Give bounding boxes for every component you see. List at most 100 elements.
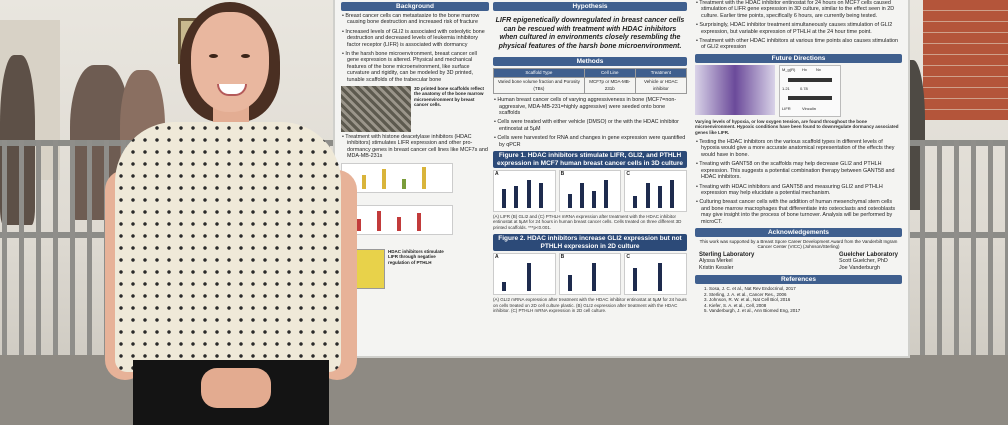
- presenter-face: [191, 12, 269, 112]
- figure1-panel-c: C: [624, 170, 688, 213]
- lab2-name: Guelcher Laboratory: [838, 251, 898, 258]
- figure1-title: Figure 1. HDAC inhibitors stimulate LIFR…: [493, 151, 687, 169]
- figure1-panel-b: B: [558, 170, 622, 213]
- chart-bar: [604, 180, 609, 209]
- poster-column-results: Treatment with the HDAC inhibitor entino…: [695, 0, 902, 316]
- methods-table: Scaffold Type Cell Line Treatment Varied…: [493, 67, 688, 95]
- western-blot: M_g(R) Hx Nx 1.21 0.78 LIFR Vinculin: [779, 64, 841, 117]
- future-bullet: Treating with GANT58 on the scaffolds ma…: [699, 161, 902, 180]
- hypothesis-text: LIFR epigenetically downregulated in bre…: [495, 17, 685, 50]
- table-cell: Varied bone volume fraction and Porosity…: [493, 77, 585, 95]
- baluster: [971, 140, 976, 425]
- baluster: [36, 140, 41, 425]
- bar: [397, 216, 401, 231]
- table-header: Treatment: [634, 67, 688, 79]
- baluster: [19, 140, 24, 425]
- acknowledgements-header: Acknowledgements: [695, 227, 902, 237]
- blot-value: 0.78: [800, 85, 808, 91]
- hdac-bullet: Treatment with histone deacetylase inhib…: [345, 134, 489, 160]
- chart-bar: [592, 191, 597, 209]
- results-bullet: Treatment with other HDAC inhibitors at …: [699, 38, 902, 51]
- figure1-charts: A B C: [493, 170, 688, 213]
- chart-bar: [579, 183, 584, 209]
- chart-bar: [502, 282, 506, 292]
- chart-bar: [502, 189, 506, 209]
- baluster: [920, 140, 925, 425]
- reference-item: Johnson, R. W. et al., Nat Cell Biol, 20…: [709, 297, 902, 303]
- chart-bar: [657, 263, 662, 292]
- figure2-panel-c: C: [624, 253, 688, 296]
- chart-bar: [645, 183, 650, 209]
- figure1-panel-a: A: [493, 170, 556, 213]
- background-bullet: Increased levels of GLI2 is associated w…: [345, 29, 489, 48]
- pathway-caption: HDAC inhibitors stimulate LIFR through n…: [388, 248, 444, 265]
- table-cell: Vehicle or HDAC inhibitor: [634, 77, 688, 95]
- bar: [362, 174, 366, 189]
- baluster: [2, 140, 7, 425]
- baluster: [937, 140, 942, 425]
- bar-panel-2: [341, 204, 453, 235]
- future-directions-header: Future Directions: [695, 53, 902, 63]
- scaffold-caption: 3D printed bone scaffolds reflect the an…: [414, 86, 485, 108]
- panel-label: A: [495, 171, 499, 178]
- poster-column-methods: Hypothesis LIFR epigenetically downregul…: [493, 0, 688, 318]
- eye: [241, 54, 250, 58]
- table-cell: MCF7p or MDA-MB-231b: [583, 77, 636, 95]
- blot-band: [788, 95, 832, 100]
- baluster: [70, 140, 75, 425]
- clasped-hands: [201, 368, 271, 408]
- reference-item: Vanderburgh, J. et al., Ann Biomed Eng, …: [709, 308, 902, 314]
- chart-bar: [567, 194, 572, 209]
- figure2-panel-b: B: [558, 253, 622, 296]
- baluster: [53, 140, 58, 425]
- chart-bar: [526, 180, 531, 209]
- panel-label: A: [495, 254, 499, 261]
- future-bullet: Culturing breast cancer cells with the a…: [699, 199, 902, 225]
- bar-panel-1: [341, 162, 453, 193]
- research-poster: Background Breast cancer cells can metas…: [335, 0, 908, 356]
- lab1-name: Sterling Laboratory: [699, 251, 755, 258]
- blot-value: 1.21: [782, 85, 790, 91]
- lab1-member: Alyssa Merkel: [699, 258, 733, 265]
- reference-item: Kiefer, S. A. et al., Cell, 2008: [709, 303, 902, 309]
- results-bullet: Treatment with the HDAC inhibitor entino…: [699, 0, 902, 19]
- lab1-credit: Sterling Laboratory Alyssa Merkel Kristi…: [699, 252, 754, 271]
- scaffold-micrograph: [341, 86, 411, 133]
- pathway-figure: HDAC inhibitors stimulate LIFR through n…: [341, 248, 489, 289]
- chart-bar: [670, 180, 675, 209]
- lab2-credit: Guelcher Laboratory Scott Guelcher, PhD …: [839, 252, 898, 271]
- table-header: Scaffold Type: [493, 67, 585, 79]
- chart-bar: [657, 186, 662, 209]
- chart-bar: [592, 263, 597, 292]
- baluster: [954, 140, 959, 425]
- brick-wall: [923, 0, 1008, 120]
- presenter: [105, 0, 357, 425]
- bar: [377, 210, 381, 231]
- chart-bar: [567, 275, 572, 292]
- scaffold-figure: 3D printed bone scaffolds reflect the an…: [341, 86, 489, 133]
- bar: [382, 168, 386, 189]
- eye: [209, 54, 218, 58]
- future-bullet: Testing the HDAC inhibitors on the vario…: [699, 139, 902, 158]
- chart-bar: [514, 186, 519, 209]
- chart-bar: [633, 268, 638, 292]
- blot-label: LIFR: [782, 105, 791, 111]
- blot-label: Vinculin: [802, 105, 816, 111]
- reference-item: Sterling, J. A. et al., Cancer Res., 200…: [709, 292, 902, 298]
- bar: [402, 178, 406, 189]
- figure2-title: Figure 2. HDAC inhibitors increase GLI2 …: [493, 234, 687, 252]
- bar: [422, 166, 426, 189]
- hypoxia-image: [695, 64, 775, 115]
- future-bullet: Treating with HDAC inhibitors and GANT58…: [699, 184, 902, 197]
- chart-bar: [538, 183, 543, 209]
- lab1-member: Kristin Kessler: [699, 264, 734, 271]
- panel-label: B: [560, 171, 565, 178]
- figure2-panel-a: A: [493, 253, 556, 296]
- chart-bar: [633, 196, 638, 209]
- poster-column-background: Background Breast cancer cells can metas…: [341, 0, 489, 289]
- blot-label: Nx: [816, 66, 821, 72]
- figure2-caption: (A) GLI2 mRNA expression after treatment…: [493, 297, 687, 314]
- future-figure: M_g(R) Hx Nx 1.21 0.78 LIFR Vinculin: [695, 64, 902, 117]
- panel-label: B: [560, 254, 565, 261]
